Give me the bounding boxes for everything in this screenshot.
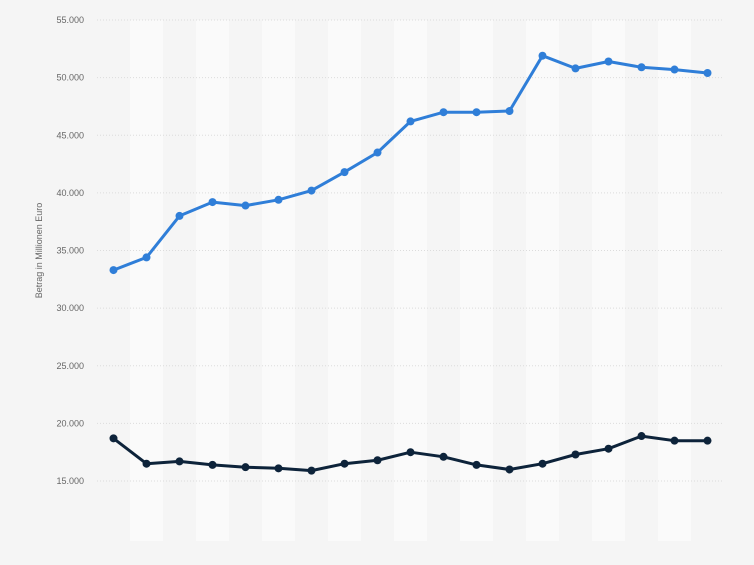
- y-tick-label: 35.000: [56, 246, 84, 256]
- y-tick-label: 20.000: [56, 418, 84, 428]
- data-point[interactable]: [208, 460, 217, 469]
- column-band: [526, 20, 559, 541]
- data-point[interactable]: [109, 266, 118, 275]
- column-band: [196, 20, 229, 541]
- column-band: [262, 20, 295, 541]
- data-point[interactable]: [340, 168, 349, 177]
- data-point[interactable]: [142, 253, 151, 262]
- data-point[interactable]: [109, 434, 118, 443]
- data-point[interactable]: [274, 464, 283, 473]
- y-axis-tick-labels: 15.000 20.000 25.000 30.000 35.000 40.000 45.0…: [56, 15, 84, 486]
- data-point[interactable]: [175, 211, 184, 220]
- column-band: [658, 20, 691, 541]
- column-band: [394, 20, 427, 541]
- data-point[interactable]: [241, 201, 250, 210]
- data-point[interactable]: [307, 186, 316, 195]
- data-point[interactable]: [670, 436, 679, 445]
- data-point[interactable]: [505, 465, 514, 474]
- y-axis-title: Betrag in Millionen Euro: [34, 203, 44, 299]
- data-point[interactable]: [208, 198, 217, 207]
- y-tick-label: 30.000: [56, 303, 84, 313]
- data-point[interactable]: [274, 195, 283, 204]
- data-point[interactable]: [307, 466, 316, 475]
- data-point[interactable]: [373, 148, 382, 157]
- data-point[interactable]: [538, 51, 547, 60]
- data-point[interactable]: [538, 459, 547, 468]
- series-2: [109, 432, 712, 475]
- data-point[interactable]: [571, 450, 580, 459]
- data-point[interactable]: [472, 108, 481, 117]
- y-tick-label: 45.000: [56, 130, 84, 140]
- y-tick-label: 25.000: [56, 361, 84, 371]
- y-tick-label: 55.000: [56, 15, 84, 25]
- data-point[interactable]: [340, 459, 349, 468]
- data-point[interactable]: [175, 457, 184, 466]
- data-point[interactable]: [637, 63, 646, 72]
- data-point[interactable]: [703, 436, 712, 445]
- data-point[interactable]: [142, 459, 151, 468]
- gridlines: [97, 19, 724, 482]
- data-point[interactable]: [703, 69, 712, 78]
- data-point[interactable]: [472, 460, 481, 469]
- data-point[interactable]: [439, 452, 448, 461]
- data-point[interactable]: [604, 444, 613, 453]
- data-point[interactable]: [604, 57, 613, 66]
- data-point[interactable]: [637, 432, 646, 441]
- data-point[interactable]: [670, 65, 679, 74]
- y-tick-label: 40.000: [56, 188, 84, 198]
- column-band: [460, 20, 493, 541]
- column-band: [328, 20, 361, 541]
- data-point[interactable]: [241, 463, 250, 472]
- data-point[interactable]: [505, 107, 514, 116]
- data-point[interactable]: [406, 117, 415, 126]
- data-point[interactable]: [439, 108, 448, 117]
- data-point[interactable]: [406, 448, 415, 457]
- data-point[interactable]: [571, 64, 580, 73]
- series-layer: [109, 51, 712, 475]
- series-1: [109, 51, 712, 275]
- column-band: [592, 20, 625, 541]
- data-point[interactable]: [373, 456, 382, 465]
- y-tick-label: 50.000: [56, 73, 84, 83]
- y-tick-label: 15.000: [56, 476, 84, 486]
